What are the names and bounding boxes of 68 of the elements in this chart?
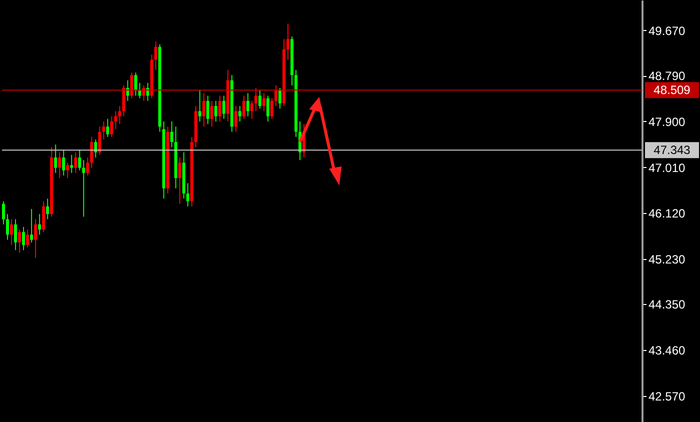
candlestick <box>30 208 34 243</box>
candlestick <box>14 218 18 251</box>
candlestick <box>122 84 126 117</box>
candlestick <box>10 218 14 246</box>
candlestick <box>238 106 242 122</box>
candlestick <box>258 90 262 110</box>
candlestick <box>66 162 70 179</box>
candlestick <box>98 126 102 156</box>
candlestick <box>78 149 82 171</box>
candlestick <box>106 118 110 138</box>
candlestick <box>154 41 158 70</box>
candlestick <box>54 144 58 174</box>
candlestick <box>62 149 66 176</box>
y-tick-label: 47.900 <box>648 114 686 129</box>
candlestick <box>250 100 254 120</box>
candlestick <box>22 226 26 251</box>
y-tick-label: 45.230 <box>648 252 686 266</box>
candlestick <box>18 229 22 254</box>
candlestick <box>86 156 90 176</box>
candlestick <box>206 95 210 125</box>
candlestick <box>178 156 182 204</box>
candlestick <box>130 72 134 99</box>
candlestick <box>6 214 10 240</box>
candlestick <box>34 218 38 258</box>
y-tick-label: 43.460 <box>648 343 686 358</box>
candlestick <box>278 88 282 110</box>
candlestick <box>234 106 238 132</box>
candlestick <box>74 152 78 174</box>
candlestick <box>286 23 290 60</box>
candlestick <box>262 92 266 112</box>
ref-line-label: 48.509 <box>654 83 691 98</box>
candlestick <box>138 82 142 99</box>
candlestick <box>70 154 74 174</box>
y-tick-label: 48.790 <box>648 69 686 84</box>
candlestick <box>42 200 46 233</box>
candlestick <box>242 95 246 120</box>
candlestick <box>186 182 190 207</box>
candlestick <box>26 229 30 248</box>
candlestick <box>102 120 106 140</box>
candlestick <box>202 92 206 128</box>
candlestick <box>246 92 250 117</box>
candlestick <box>214 100 218 122</box>
candlestick <box>274 84 278 107</box>
candlestick <box>114 110 118 130</box>
candlestick <box>118 106 122 125</box>
candlestick <box>218 95 222 122</box>
candlestick <box>90 136 94 168</box>
candlestick <box>198 90 202 122</box>
candlestick <box>110 116 114 138</box>
candlestick <box>270 98 274 120</box>
y-tick-label: 44.350 <box>648 298 686 312</box>
ref-line-label: 47.343 <box>654 143 691 158</box>
candlestick <box>210 100 214 128</box>
y-tick-label: 49.670 <box>648 24 686 38</box>
candlestick <box>254 88 258 112</box>
candlestick <box>82 160 86 218</box>
candlestick <box>94 138 98 158</box>
candlestick <box>58 152 62 179</box>
candlestick <box>46 198 50 220</box>
candlestick <box>134 72 138 96</box>
candlestick <box>2 200 6 225</box>
y-tick-label: 46.120 <box>648 206 686 221</box>
y-tick-label: 47.010 <box>648 160 686 175</box>
candlestick <box>222 95 226 120</box>
candlestick <box>38 214 42 236</box>
candlestick <box>170 120 174 148</box>
candlestick <box>266 95 270 122</box>
y-tick-label: 42.570 <box>648 389 686 404</box>
